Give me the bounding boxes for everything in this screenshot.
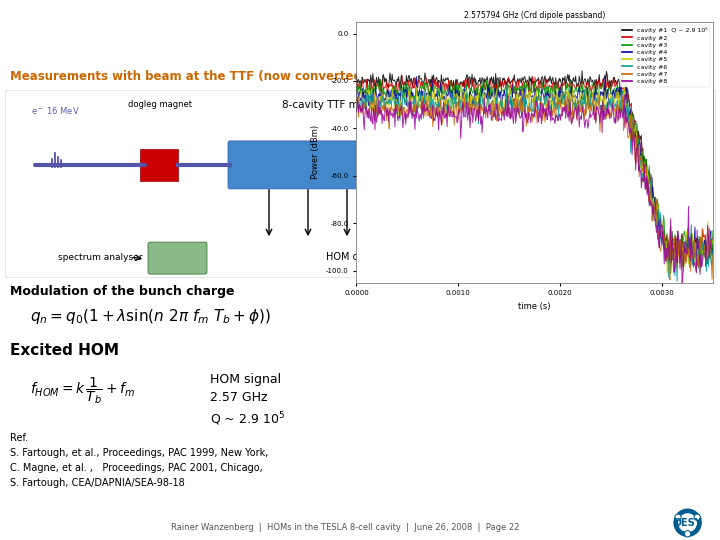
Circle shape [674,509,701,536]
Text: e$^-$ 16 MeV: e$^-$ 16 MeV [31,105,79,116]
Legend: cavity #1  Q ~ 2.9 10⁵, cavity #2, cavity #3, cavity #4, cavity #5, cavity #6, c: cavity #1 Q ~ 2.9 10⁵, cavity #2, cavity… [620,25,710,86]
FancyBboxPatch shape [148,242,207,274]
X-axis label: time (s): time (s) [518,302,551,310]
Text: Modulation of the bunch charge: Modulation of the bunch charge [10,285,235,298]
Text: spectrum analyser: spectrum analyser [548,253,632,261]
Circle shape [676,515,680,519]
FancyBboxPatch shape [638,242,697,274]
Text: $f_{HOM} = k\,\dfrac{1}{T_b} + f_m$: $f_{HOM} = k\,\dfrac{1}{T_b} + f_m$ [30,375,135,406]
Y-axis label: Power (dBm): Power (dBm) [312,125,320,179]
Bar [552,143,580,187]
Bar [5,90,715,277]
Circle shape [696,515,699,519]
Text: $q_n = q_0\left(1 + \lambda\sin\!\left(n\ 2\pi\ f_m\ T_b + \phi\right)\right)$: $q_n = q_0\left(1 + \lambda\sin\!\left(n… [30,307,271,326]
Circle shape [675,514,681,520]
Text: HOM signal
2.57 GHz
Q ~ 2.9 10$^5$: HOM signal 2.57 GHz Q ~ 2.9 10$^5$ [210,373,285,428]
Text: spectrum analyser: spectrum analyser [58,253,143,261]
Text: 32 MeV: 32 MeV [660,153,712,166]
Circle shape [694,514,700,520]
Text: 8-cavity TTF module (2 MV/m): 8-cavity TTF module (2 MV/m) [282,100,438,110]
Text: DESY: DESY [673,518,702,528]
Circle shape [685,532,690,536]
Text: Ref.
S. Fartough, et al., Proceedings, PAC 1999, New York,
C. Magne, et al. ,   : Ref. S. Fartough, et al., Proceedings, P… [10,433,269,488]
Bar [140,149,178,181]
FancyBboxPatch shape [228,141,492,189]
Text: Excited HOM: Excited HOM [10,343,119,358]
Circle shape [685,531,690,537]
Title: 2.575794 GHz (Crd dipole passband): 2.575794 GHz (Crd dipole passband) [464,10,606,19]
Circle shape [679,514,696,531]
Text: Measurements with Beam: Measurements with Beam [13,24,319,44]
Text: Measurements with beam at the TTF (now converted into the user facility FLASH): Measurements with beam at the TTF (now c… [10,70,554,83]
Text: Rainer Wanzenberg  |  HOMs in the TESLA 8-cell cavity  |  June 26, 2008  |  Page: Rainer Wanzenberg | HOMs in the TESLA 8-… [171,523,519,532]
Text: dogleg magnet: dogleg magnet [128,100,192,109]
Text: wideband BPM: wideband BPM [561,100,623,109]
Text: HOM couplers: HOM couplers [326,252,394,262]
